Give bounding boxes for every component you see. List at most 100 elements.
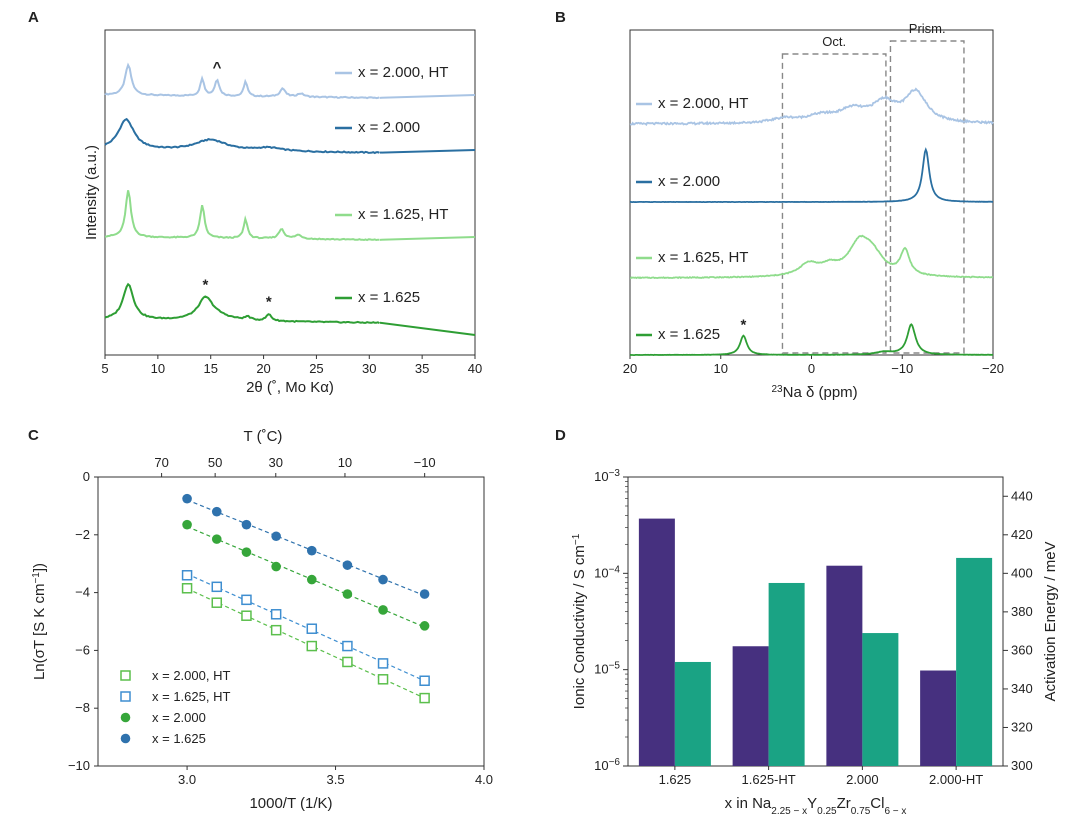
panel-c-top-tick-label: 30 <box>269 455 283 470</box>
panel-a-series-line <box>104 62 380 100</box>
panel-c-top-tick-label: 70 <box>154 455 168 470</box>
panel-a-peak-annotation: ^ <box>213 59 222 76</box>
panel-c-data-point <box>182 519 192 530</box>
panel-b-legend-label: x = 1.625, HT <box>658 249 748 266</box>
panel-label-b: B <box>555 9 566 26</box>
panel-c-data-point <box>241 594 252 606</box>
panel-b-region-box <box>781 53 887 354</box>
panel-a-series-line <box>104 117 380 155</box>
panel-a-x-tick-label: 5 <box>101 361 108 376</box>
panel-c-legend-marker <box>120 691 131 702</box>
panel-c-data-point <box>378 574 388 585</box>
panel-a-series-tail <box>379 94 476 99</box>
panel-d-right-tick-label: 360 <box>1011 642 1033 657</box>
panel-b-x-tick-label: −20 <box>982 361 1004 376</box>
panel-d-frame <box>627 476 1004 767</box>
panel-c-fit-line <box>186 526 425 628</box>
panel-d-bar-activation-energy <box>674 661 711 766</box>
panel-d-bar-conductivity <box>638 518 675 766</box>
panel-c-legend-label: x = 2.000 <box>152 710 206 725</box>
panel-c-data-point <box>306 545 317 556</box>
panel-c-legend-label: x = 2.000, HT <box>152 668 230 683</box>
panel-c-x-tick-label: 3.5 <box>326 772 344 787</box>
panel-c-data-point <box>181 583 193 594</box>
panel-b-legend-label: x = 2.000, HT <box>658 95 748 112</box>
panel-c-data-point <box>306 640 318 652</box>
panel-c-data-point <box>241 519 252 530</box>
panel-c-x-tick-label: 4.0 <box>475 772 493 787</box>
panel-b-legend-label: x = 2.000 <box>658 173 720 190</box>
panel-b-peak-annotation: * <box>741 317 747 334</box>
panel-c-legend-marker <box>120 712 131 723</box>
panel-c-arrhenius-chart: 3.0 3.5 4.0 0 −2 −4 −6 −8 −10 70 50 30 10 −10 T (˚C) 10… <box>31 428 494 812</box>
panel-a-x-tick-label: 25 <box>309 361 323 376</box>
panel-a-peak-annotation: * <box>266 293 272 310</box>
panel-d-right-tick-label: 420 <box>1011 527 1033 542</box>
panel-c-fit-line <box>186 499 425 597</box>
panel-a-series-line <box>104 282 380 325</box>
panel-a-x-tick-label: 20 <box>256 361 270 376</box>
panel-c-data-point <box>377 674 389 685</box>
panel-c-x-tick-label: 3.0 <box>178 772 196 787</box>
panel-c-data-point <box>419 675 430 686</box>
panel-d-left-tick-label: 10−4 <box>594 564 620 581</box>
panel-b-series-line <box>629 87 994 127</box>
panel-c-data-point <box>419 692 430 704</box>
panel-c-y-tick-label: 0 <box>83 469 90 484</box>
panel-b-legend-label: x = 1.625 <box>658 326 720 343</box>
panel-d-left-tick-label: 10−5 <box>594 660 620 677</box>
panel-a-x-axis-label: 2θ (˚, Mo Kα) <box>246 379 334 396</box>
panel-a-x-tick-label: 30 <box>362 361 376 376</box>
panel-d-bar-activation-energy <box>956 557 993 766</box>
panel-label-d: D <box>555 427 566 444</box>
panel-c-top-tick-label: 50 <box>208 455 222 470</box>
panel-d-right-tick-label: 320 <box>1011 719 1033 734</box>
panel-d-bar-conductivity <box>920 670 957 766</box>
panel-c-data-point <box>342 656 353 668</box>
panel-d-right-tick-label: 440 <box>1011 488 1033 503</box>
panel-a-legend-label: x = 1.625, HT <box>358 206 448 223</box>
panel-c-data-point <box>419 621 430 631</box>
panel-b-x-tick-label: 20 <box>623 361 637 376</box>
panel-a-xrd-chart: 5 10 15 20 25 30 35 40 2θ (˚, Mo Kα) Intensity (a… <box>83 29 482 396</box>
panel-b-x-tick-label: −10 <box>891 361 913 376</box>
panel-c-data-point <box>378 605 388 615</box>
panel-a-legend-label: x = 1.625 <box>358 289 420 306</box>
panel-c-top-axis-label: T (˚C) <box>244 428 283 445</box>
panel-c-data-point <box>271 561 281 572</box>
panel-c-data-point <box>342 640 353 652</box>
panel-c-frame <box>97 476 485 767</box>
panel-c-legend-label: x = 1.625, HT <box>152 689 230 704</box>
panel-c-data-point <box>342 589 353 599</box>
panel-d-right-tick-label: 380 <box>1011 604 1033 619</box>
panel-c-data-point <box>419 589 430 599</box>
panel-a-series-tail <box>379 236 476 241</box>
panel-d-bar-activation-energy <box>862 633 899 766</box>
panel-c-top-tick-label: −10 <box>414 455 436 470</box>
panel-d-left-tick-label: 10−3 <box>594 468 620 485</box>
panel-c-data-point <box>270 624 282 636</box>
panel-b-x-tick-label: 0 <box>808 361 815 376</box>
panel-a-series-tail <box>379 149 476 154</box>
panel-d-bar-activation-energy <box>768 582 805 766</box>
panel-a-x-tick-label: 15 <box>203 361 217 376</box>
panel-d-x-axis-label: x in Na2.25 − xY0.25Zr0.75Cl6 − x <box>725 795 907 817</box>
panel-d-x-tick-label: 1.625-HT <box>742 772 796 787</box>
panel-b-series-line <box>630 234 994 280</box>
panel-c-y-axis-label: Ln(σT [S K cm−1]) <box>31 563 49 680</box>
panel-c-data-point <box>182 493 192 504</box>
panel-c-data-point <box>241 547 252 557</box>
panel-a-x-tick-label: 10 <box>151 361 165 376</box>
panel-c-data-point <box>211 581 223 593</box>
panel-a-peak-annotation: * <box>203 277 209 294</box>
panel-d-right-tick-label: 340 <box>1011 681 1033 696</box>
panel-c-data-point <box>306 574 317 585</box>
panel-a-frame <box>104 29 476 356</box>
panel-c-data-point <box>211 506 222 517</box>
panel-b-series-line <box>630 147 993 204</box>
panel-d-bar-conductivity <box>826 565 863 766</box>
panel-c-y-tick-label: −8 <box>75 700 90 715</box>
panel-b-region-label: Oct. <box>822 34 846 49</box>
panel-d-bar-chart: 1.625 1.625-HT 2.000 2.000-HT 10−3 10−4 10−5 10… <box>571 468 1060 817</box>
